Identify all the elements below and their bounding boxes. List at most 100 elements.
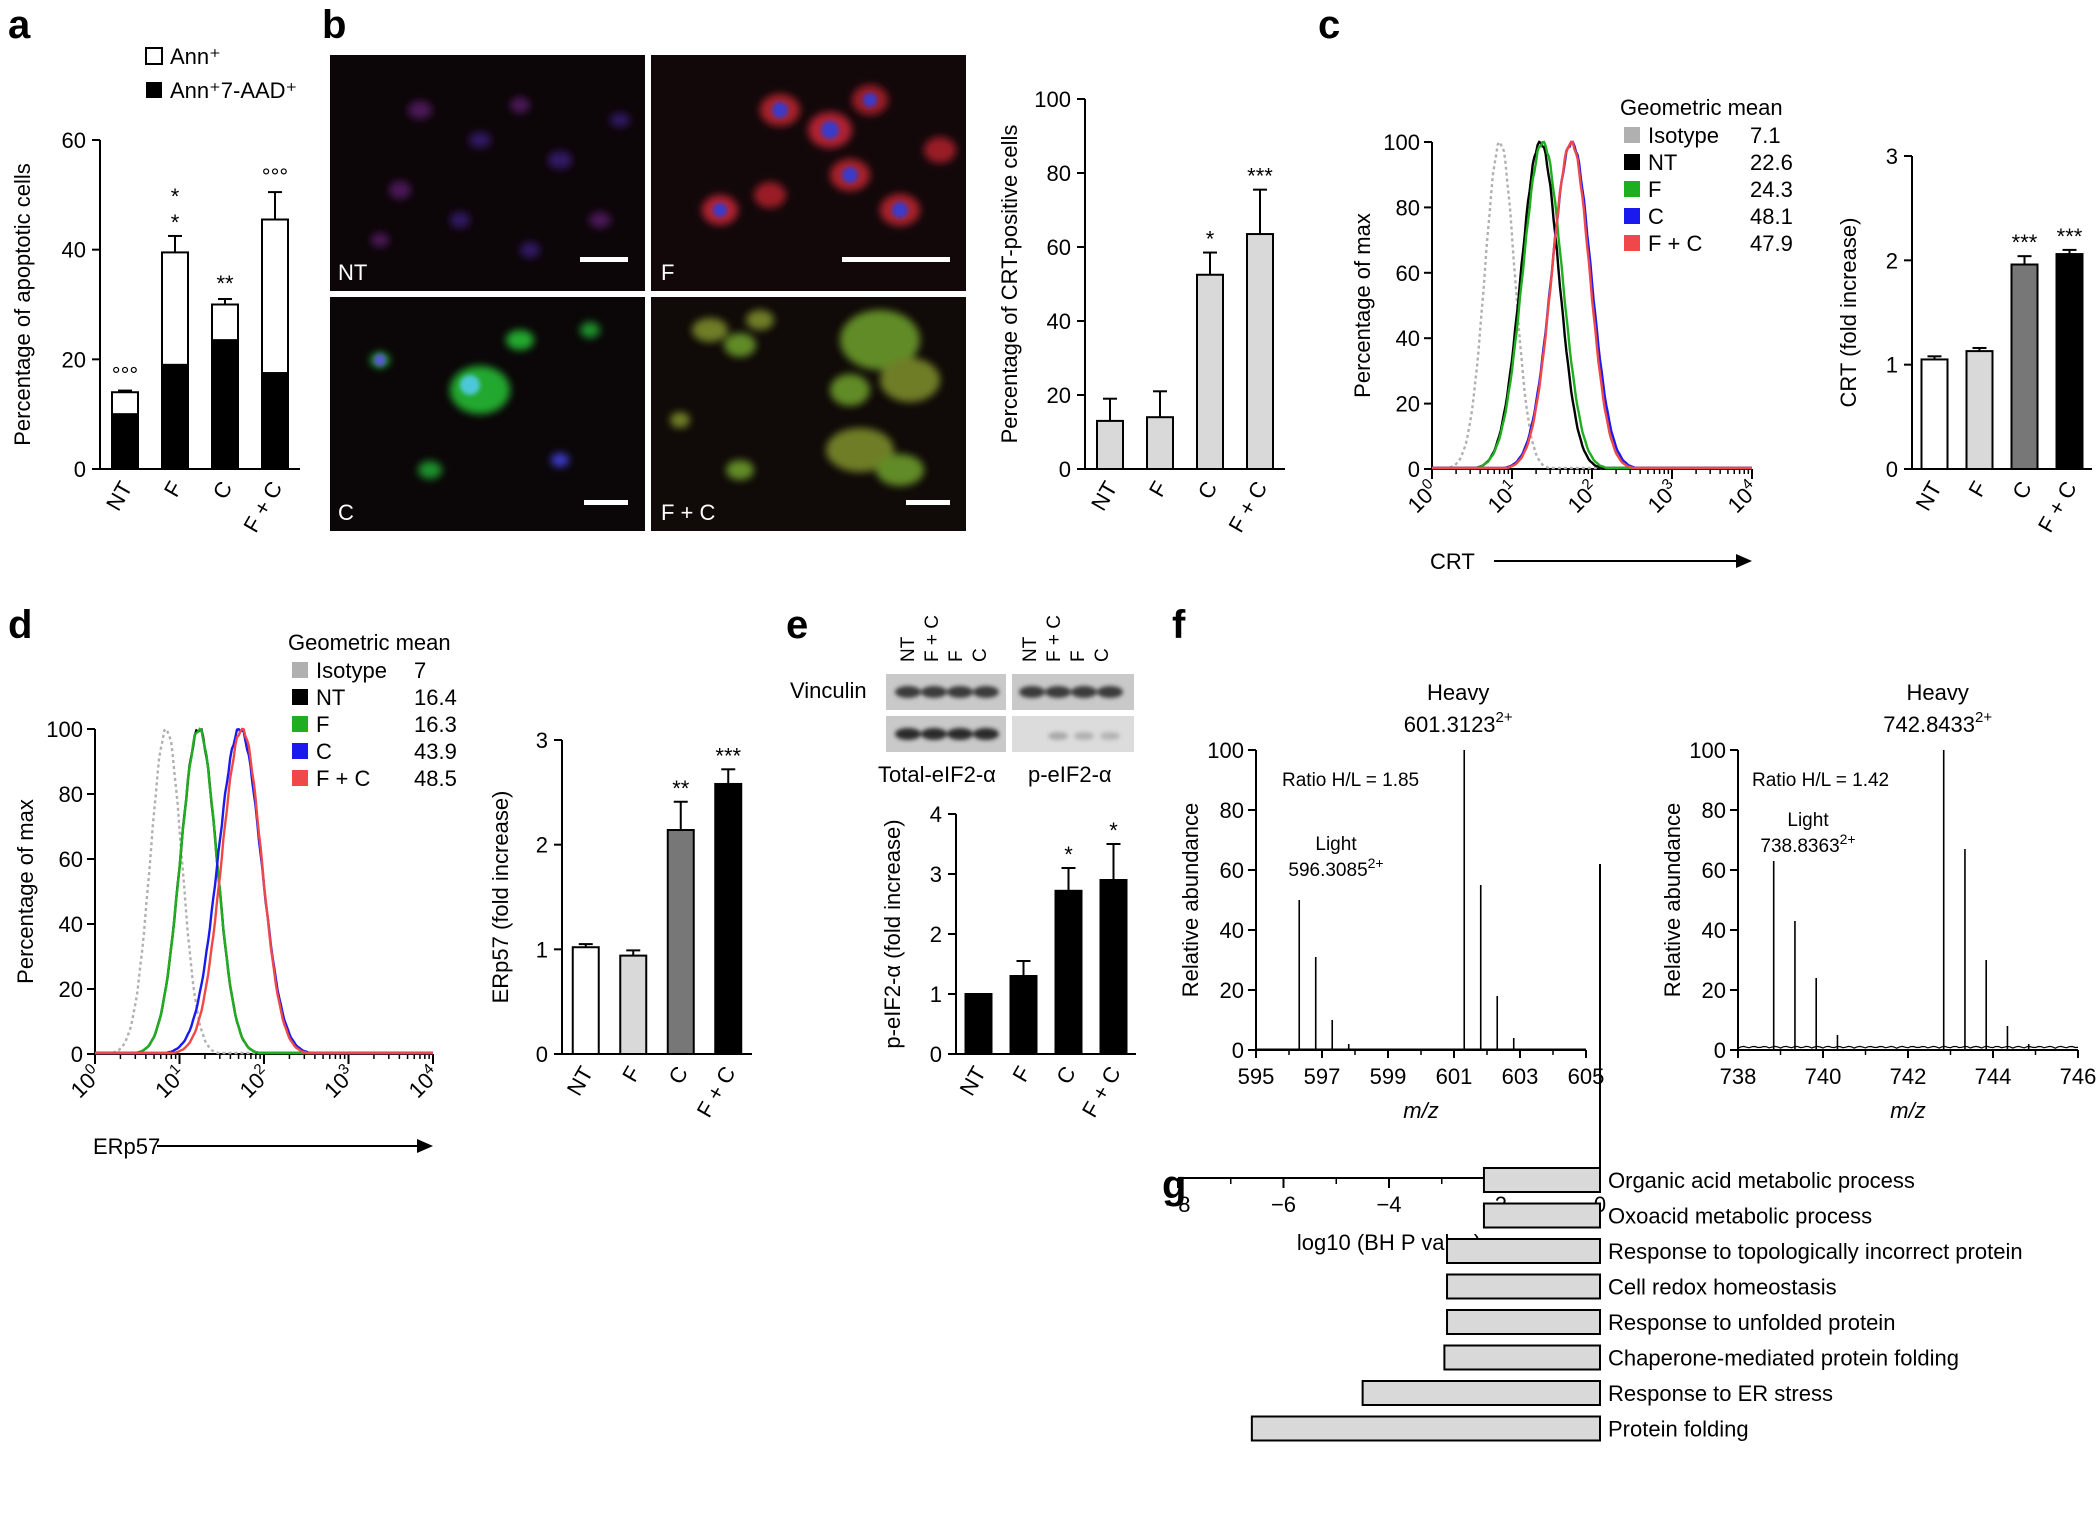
micrograph-nt-label: NT (338, 260, 367, 285)
chart-f-left-heavy-title: Heavy (1427, 680, 1489, 705)
chart-c-hist-legend-title: Geometric mean (1620, 95, 1783, 120)
chart-d-hist-series-fc (95, 727, 433, 1055)
chart-f-right-ratio: Ratio H/L = 1.42 (1752, 770, 1889, 791)
chart-e-bar-ytick-label: 0 (930, 1042, 942, 1067)
chart-b-sig-mark: *** (1247, 164, 1273, 189)
panel-label-a: a (8, 3, 31, 47)
chart-c-hist-xtick-label: 102 (1561, 475, 1603, 517)
chart-e-bar-sig-mark: * (1109, 818, 1118, 843)
chart-b-ytick-label: 100 (1034, 87, 1071, 112)
chart-a-xtick-label: F (159, 477, 187, 501)
chart-c-hist-xtick-label: 103 (1641, 475, 1683, 517)
chart-a-bar-0-0 (111, 413, 139, 470)
chart-f-right-ytick-label: 0 (1714, 1038, 1726, 1063)
chart-b-ytick-label: 0 (1059, 457, 1071, 482)
chart-c-hist-legend-name: F + C (1648, 231, 1703, 256)
blot-caption-phospho: p-eIF2-α (1028, 762, 1112, 787)
chart-d-bar-ylabel: ERp57 (fold increase) (488, 791, 513, 1004)
blot-lane-5: NT (1020, 636, 1041, 662)
chart-d-hist-legend-name: Isotype (316, 658, 387, 683)
chart-a-xtick-label: NT (101, 477, 137, 515)
chart-a-ytick-label: 0 (74, 457, 86, 482)
chart-e-bar-bar-0 (964, 993, 993, 1055)
chart-a-sig-mark: ** (216, 271, 234, 296)
chart-c-bar-xtick-label: F + C (2033, 477, 2082, 537)
chart-f-right-ytick-label: 40 (1702, 918, 1726, 943)
chart-g-bar-1 (1482, 1202, 1601, 1229)
chart-c-hist-legend-name: NT (1648, 150, 1677, 175)
chart-a-ytick-label: 40 (62, 238, 86, 263)
chart-c-hist-legend-name: F (1648, 177, 1661, 202)
chart-e-bar-xtick-label: NT (955, 1062, 991, 1100)
micrograph-c: C (330, 297, 645, 531)
chart-a-sig-mark: * (171, 184, 180, 209)
chart-e-bar-xtick-label: F (1007, 1062, 1035, 1086)
chart-g-bar-7 (1250, 1415, 1601, 1442)
chart-c-bar-xtick-label: C (2007, 477, 2037, 503)
chart-g-bar-2 (1446, 1238, 1602, 1264)
chart-d-hist-legend-value: 16.3 (414, 712, 457, 737)
chart-c-bar-sig-mark: *** (2057, 224, 2083, 249)
chart-b-bar-3 (1246, 233, 1274, 470)
chart-f-left-xtick-label: 605 (1568, 1064, 1605, 1089)
chart-b-xtick-label: NT (1086, 477, 1122, 515)
chart-d-bar-bar-0 (571, 946, 600, 1055)
chart-c-hist-legend-swatch (1624, 181, 1640, 197)
chart-e-bar-ytick-label: 4 (930, 802, 942, 827)
chart-c-bar-ytick-label: 2 (1886, 248, 1898, 273)
chart-f-right-xtick-label: 742 (1890, 1064, 1927, 1089)
chart-d-hist-legend-name: F + C (316, 766, 371, 791)
chart-d-bar-xtick-label: NT (562, 1062, 598, 1100)
chart-f-right-light-mz: 738.83632+ (1760, 831, 1855, 857)
microscopy-grid: NT F (330, 55, 966, 531)
chart-e-bar-xtick-label: C (1051, 1062, 1081, 1088)
chart-d-hist-xtick-label: 104 (402, 1060, 444, 1102)
chart-c-bar-ytick-label: 1 (1886, 353, 1898, 378)
chart-c-crt-fold-bar: 0 1 2 3 CRT (fold increase) NT F CF + C *** *** (1836, 144, 2092, 537)
chart-g-category-label: Cell redox homeostasis (1608, 1275, 1837, 1300)
chart-g-bar-0 (1482, 1167, 1601, 1193)
blot-row-label: Vinculin (790, 678, 867, 703)
chart-f-left-ytick-label: 80 (1220, 798, 1244, 823)
chart-e-bar-ytick-label: 1 (930, 982, 942, 1007)
chart-g-xtick-label: −6 (1271, 1192, 1296, 1217)
chart-f-spectrum-right: 0 20 40 60 80 100 738 740 742 744 746 m/z Relative a… (1660, 680, 2096, 1123)
chart-f-right-xtick-label: 746 (2060, 1064, 2097, 1089)
chart-a-sig-mark: °°° (112, 363, 138, 388)
chart-d-hist-xlabel: ERp57 (93, 1134, 160, 1159)
chart-f-left-ytick-label: 0 (1232, 1038, 1244, 1063)
micrograph-fc-label: F + C (661, 500, 716, 525)
chart-e-bar-bar-1 (1009, 975, 1038, 1055)
chart-a-ytick-label: 60 (62, 128, 86, 153)
chart-g-bar-6 (1361, 1380, 1601, 1406)
chart-f-left-ratio: Ratio H/L = 1.85 (1282, 770, 1419, 791)
chart-f-left-ytick-label: 100 (1207, 738, 1244, 763)
panel-label-c: c (1318, 3, 1340, 47)
chart-a-bar-1-2 (211, 303, 239, 342)
chart-c-hist-ytick-label: 100 (1383, 130, 1420, 155)
panel-label-d: d (8, 603, 32, 647)
chart-d-bar-bar-3 (714, 782, 743, 1056)
chart-c-bar-bar-2 (2010, 263, 2039, 470)
chart-d-hist-series-isotype (95, 727, 433, 1055)
chart-f-right-ytick-label: 60 (1702, 858, 1726, 883)
chart-c-bar-bar-1 (1965, 350, 1994, 470)
chart-d-bar-sig-mark: *** (715, 743, 741, 768)
chart-g-go-terms-bar: −8−6−4−20log10 (BH P value)Organic acid … (1165, 864, 2023, 1442)
chart-c-hist-legend-value: 48.1 (1750, 204, 1793, 229)
chart-g-category-label: Organic acid metabolic process (1608, 1168, 1915, 1193)
chart-e-bar-bar-3 (1099, 879, 1128, 1055)
chart-b-ytick-label: 40 (1047, 309, 1071, 334)
chart-c-hist-ytick-label: 20 (1396, 392, 1420, 417)
chart-c-hist-legend-name: C (1648, 204, 1664, 229)
chart-a-bar-1-0 (111, 391, 139, 416)
chart-f-right-heavy-title: Heavy (1907, 680, 1969, 705)
chart-b-xtick-label: F + C (1223, 477, 1272, 537)
chart-d-hist-xtick-label: 102 (233, 1060, 275, 1102)
chart-f-right-heavy-mz: 742.84332+ (1883, 709, 1992, 737)
chart-d-hist-ytick-label: 100 (46, 717, 83, 742)
chart-d-hist-legend-swatch (292, 770, 308, 786)
chart-f-right-ytick-label: 20 (1702, 978, 1726, 1003)
chart-e-bar-ylabel: p-eIF2-α (fold increase) (880, 819, 905, 1048)
